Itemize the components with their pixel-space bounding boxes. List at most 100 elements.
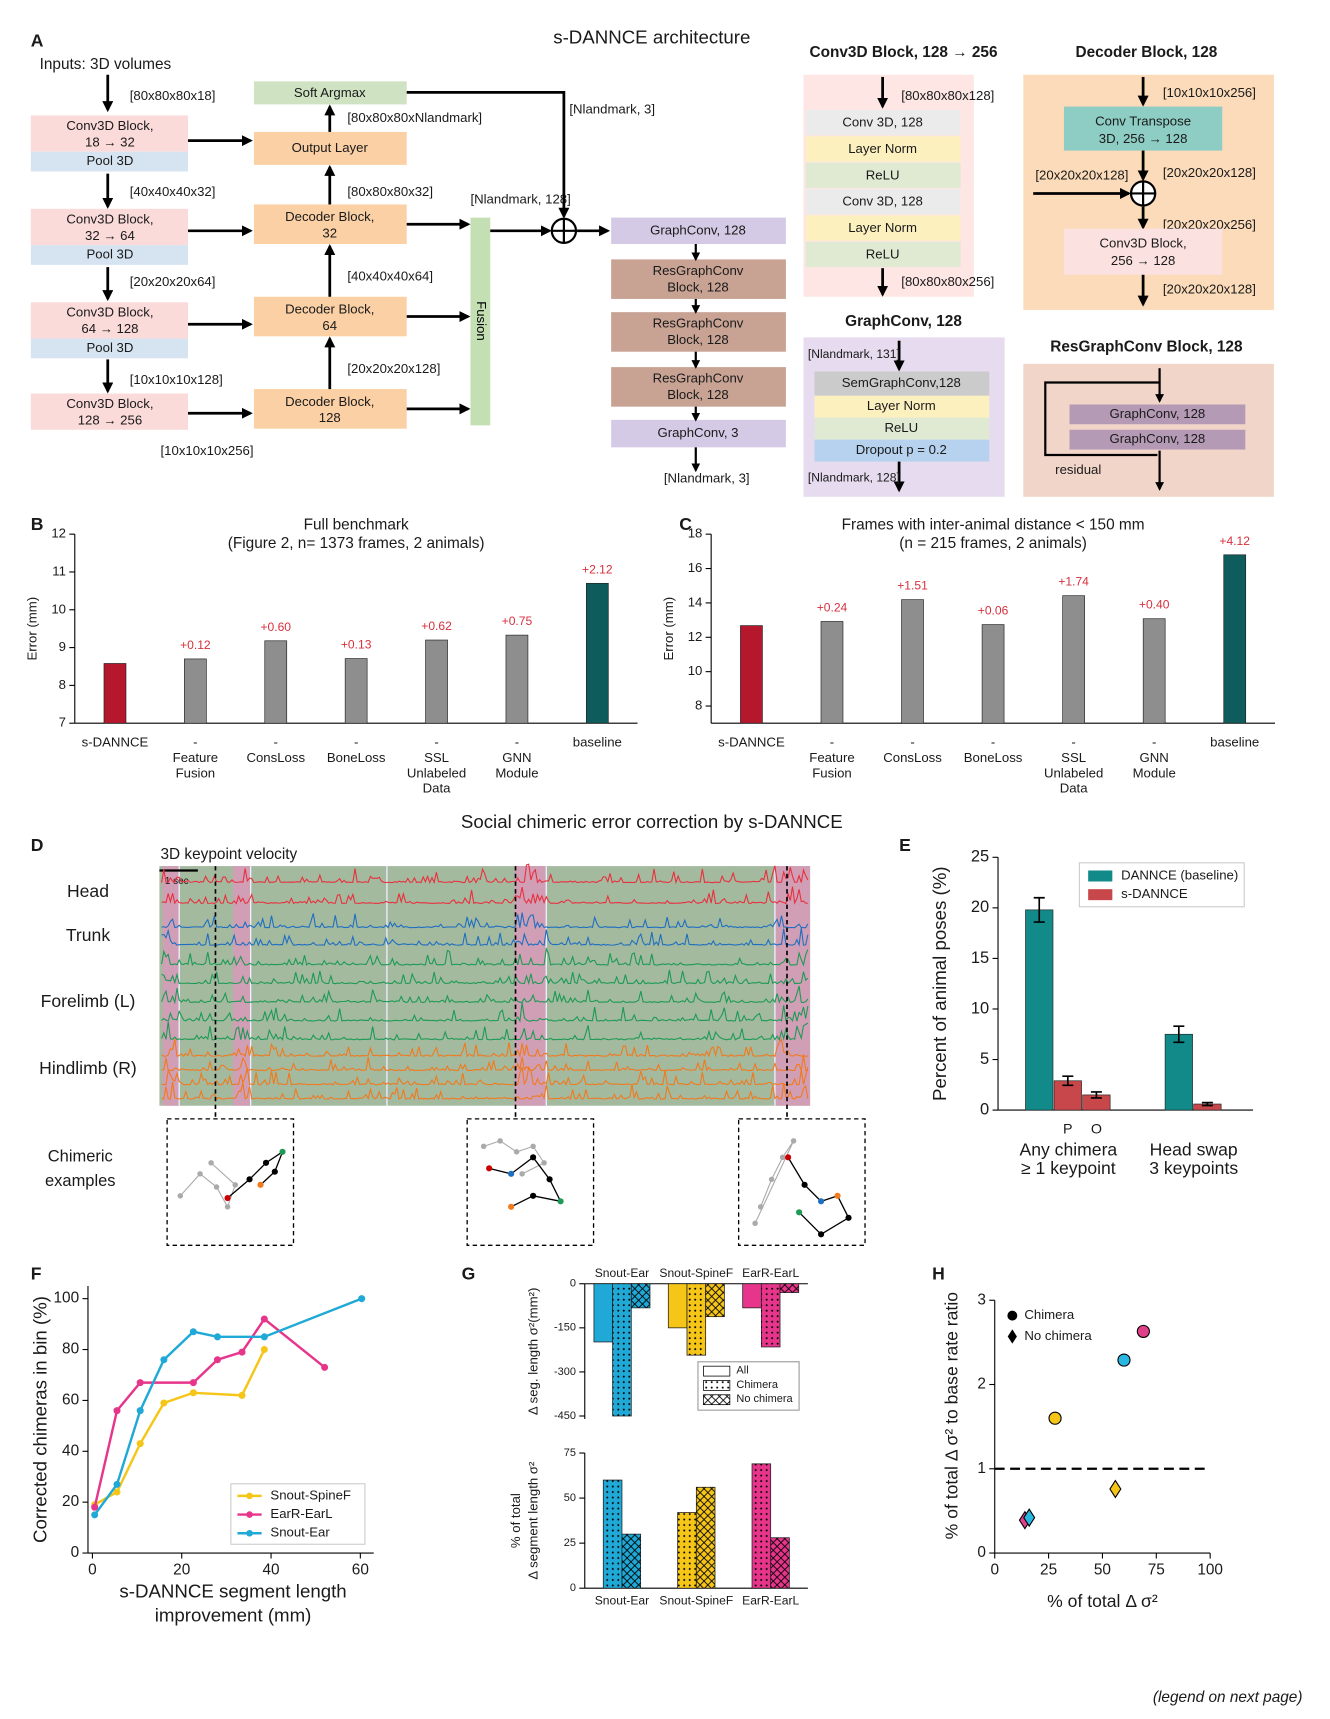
joint <box>752 1220 758 1227</box>
y-tick-label: 25 <box>564 1537 576 1549</box>
y-tick-label: 12 <box>51 526 66 541</box>
bar <box>425 639 448 724</box>
output-block <box>253 131 407 165</box>
layer <box>1063 228 1223 275</box>
layer <box>814 439 990 462</box>
legend-swatch <box>1088 889 1113 901</box>
bar <box>742 1283 762 1309</box>
legend-label: Chimera <box>736 1379 778 1391</box>
point <box>213 1333 221 1341</box>
joint <box>508 1170 515 1177</box>
x-tick-label: Snout-Ear <box>595 1266 649 1280</box>
graph-block <box>611 217 786 245</box>
point <box>113 1407 121 1415</box>
x-tick-label: 0 <box>990 1562 999 1579</box>
residual-path <box>1044 381 1160 457</box>
x-tick-label: 100 <box>1197 1562 1223 1579</box>
label: Output Layer <box>292 140 369 155</box>
joint <box>519 1171 525 1177</box>
fusion-block <box>470 217 491 426</box>
encoder-block <box>30 393 188 430</box>
label: Decoder Block, <box>285 209 374 224</box>
point <box>213 1356 221 1364</box>
y-tick-label: 0 <box>977 1544 986 1561</box>
bar <box>981 624 1005 724</box>
bar <box>1142 618 1166 724</box>
layer <box>805 109 961 136</box>
x-tick-label: - <box>1071 734 1075 749</box>
y-tick-label: 0 <box>570 1582 576 1594</box>
y-tick-label: 3 <box>977 1291 986 1308</box>
joint <box>232 1182 238 1188</box>
x-tick-label: 25 <box>1040 1562 1057 1579</box>
x-tick-label: 50 <box>1094 1562 1111 1579</box>
label: Layer Norm <box>848 220 917 235</box>
legend-marker <box>246 1511 253 1518</box>
bar <box>740 625 763 724</box>
label: 32 → 64 <box>85 228 135 243</box>
layer <box>814 395 990 418</box>
label: GraphConv, 128 <box>845 313 962 330</box>
y-tick-label: 40 <box>62 1442 79 1459</box>
x-tick-label: BoneLoss <box>964 750 1023 765</box>
error-bar <box>1062 1075 1074 1087</box>
delta-label: +1.51 <box>897 579 928 593</box>
label: ResGraphConv <box>653 263 744 278</box>
joint <box>530 1143 536 1150</box>
x-tick-label: Feature <box>173 750 218 765</box>
example-box <box>166 1118 295 1246</box>
joint <box>541 1160 547 1166</box>
y-tick-label: 14 <box>688 594 703 609</box>
encoder-block <box>30 302 188 339</box>
joint <box>779 1154 786 1161</box>
y-tick-label: 7 <box>59 715 66 730</box>
y-tick-label: 16 <box>688 560 703 575</box>
x-tick-label: - <box>434 734 438 749</box>
footer: (legend on next page) <box>1153 1689 1303 1706</box>
velocity-trace <box>161 1081 809 1101</box>
joint <box>257 1181 264 1188</box>
label: Decoder Block, 128 <box>1075 44 1217 61</box>
legend-marker <box>1007 1310 1018 1321</box>
bar <box>103 663 127 724</box>
layer <box>1069 429 1246 450</box>
label: Forelimb (L) <box>41 991 136 1011</box>
hatch <box>686 1283 706 1356</box>
label: ResGraphConv <box>653 316 744 331</box>
label: [10x10x10x128] <box>130 372 223 387</box>
hatch <box>631 1283 650 1308</box>
series-line <box>93 1317 326 1508</box>
label: [20x20x20x256] <box>1163 217 1256 232</box>
label: Layer Norm <box>848 141 917 156</box>
label: Conv Transpose <box>1095 113 1191 128</box>
x-tick-label: Snout-SpineF <box>659 1594 733 1608</box>
y-tick-label: 25 <box>971 848 989 866</box>
velocity-trace <box>161 969 809 986</box>
x-tick-label: Unlabeled <box>407 765 466 780</box>
label: Soft Argmax <box>294 85 366 100</box>
point <box>1136 1324 1150 1339</box>
x-tick-label: SSL <box>1061 750 1086 765</box>
joint <box>785 1154 792 1161</box>
velocity-trace <box>161 927 809 947</box>
panel-label: C <box>679 514 692 534</box>
series-line <box>94 1349 266 1506</box>
x-tick-label: Feature <box>809 750 854 765</box>
pool-block <box>30 245 188 265</box>
label: Conv3D Block, 128 → 256 <box>810 44 998 61</box>
joint <box>497 1138 503 1144</box>
legend-marker <box>246 1492 253 1500</box>
label: ReLU <box>866 167 900 182</box>
label: Decoder Block, <box>285 394 374 409</box>
delta-label: +0.75 <box>502 614 533 628</box>
label: GraphConv, 128 <box>1110 406 1206 421</box>
argmax-block <box>253 81 407 105</box>
legend-label: Chimera <box>1024 1307 1074 1322</box>
panel-label: G <box>462 1264 476 1284</box>
point <box>189 1389 197 1397</box>
x-tick-label: EarR-EarL <box>742 1594 799 1608</box>
label: [10x10x10x256] <box>161 443 254 458</box>
y-tick-label: 75 <box>564 1447 576 1459</box>
label: Conv3D Block, <box>66 118 153 133</box>
